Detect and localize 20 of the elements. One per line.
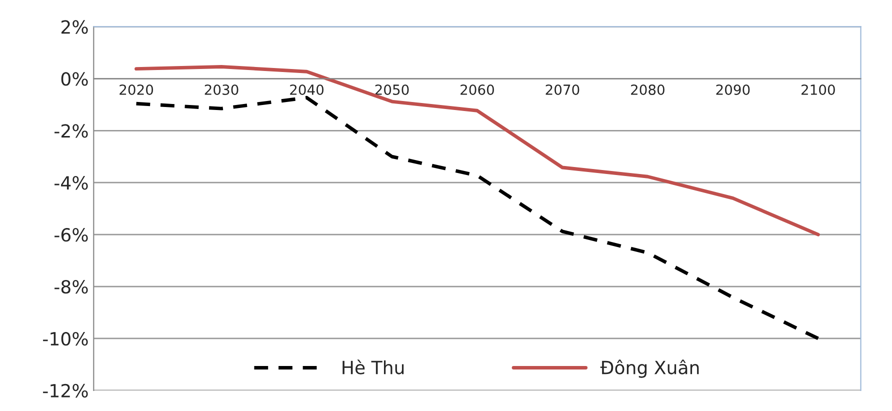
line-series <box>134 96 820 340</box>
y-tick-label: -10% <box>43 332 88 346</box>
y-tick-label: -12% <box>43 384 88 398</box>
y-tick-label: -8% <box>54 280 88 294</box>
x-tick-label: 2080 <box>631 84 664 95</box>
y-tick-label: -4% <box>54 176 88 190</box>
x-tick-label: 2020 <box>120 84 154 95</box>
x-tick-label: 2050 <box>375 84 409 95</box>
x-tick-label: 2030 <box>204 84 238 95</box>
x-tick-label: 2090 <box>716 84 750 95</box>
x-tick-label: 2040 <box>290 84 324 95</box>
legend-label: Đông Xuân <box>600 360 699 378</box>
x-tick-label: 2070 <box>546 84 580 95</box>
y-tick-label: -2% <box>54 124 88 138</box>
legend-label: Hè Thu <box>342 360 404 374</box>
y-tick-label: 0% <box>61 72 88 86</box>
y-tick-label: 2% <box>61 20 88 34</box>
y-tick-label: -6% <box>54 228 88 242</box>
x-tick-label: 2060 <box>460 84 494 95</box>
x-tick-label: 2100 <box>802 84 835 95</box>
